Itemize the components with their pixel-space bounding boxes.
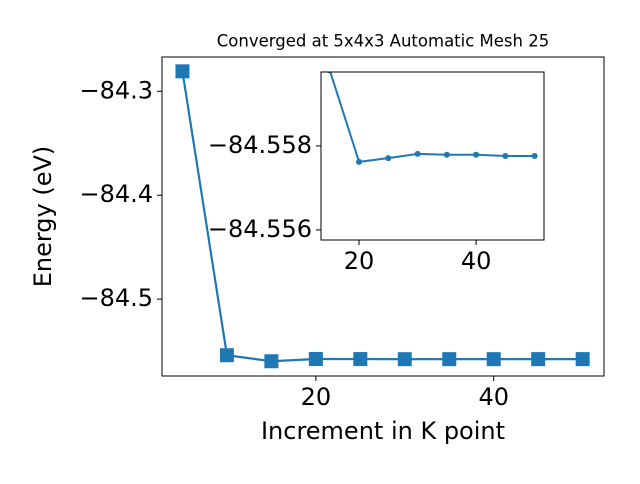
chart-title: Converged at 5x4x3 Automatic Mesh 25 <box>217 32 549 51</box>
x-tick-label: 40 <box>478 383 509 411</box>
marker <box>531 153 538 159</box>
marker <box>486 352 501 367</box>
plot-content <box>175 64 590 369</box>
plot-content <box>327 72 538 165</box>
x-tick-label: 40 <box>461 247 492 275</box>
x-tick-label: 20 <box>344 247 375 275</box>
data-line <box>329 72 535 163</box>
axes-frame <box>161 56 605 377</box>
marker <box>353 352 368 367</box>
marker <box>442 352 457 367</box>
y-axis-label: Energy (eV) <box>29 146 57 288</box>
marker <box>502 153 509 159</box>
y-tick-label: −84.3 <box>79 76 153 104</box>
marker <box>473 151 480 158</box>
y-tick-label: −84.556 <box>208 215 312 243</box>
marker <box>219 348 234 363</box>
y-tick-label: −84.5 <box>79 284 153 312</box>
marker <box>356 158 363 165</box>
y-tick-label: −84.558 <box>208 131 312 159</box>
data-line <box>181 71 583 363</box>
marker <box>575 352 590 367</box>
x-tick-label: 20 <box>301 383 332 411</box>
marker <box>414 150 421 157</box>
marker <box>385 155 392 162</box>
marker <box>175 64 190 79</box>
x-axis-label: Increment in K point <box>261 417 505 445</box>
marker <box>397 352 412 367</box>
marker <box>443 151 450 158</box>
marker <box>531 352 546 367</box>
marker <box>264 354 279 369</box>
axes-frame <box>320 71 545 241</box>
marker <box>308 351 323 366</box>
y-tick-label: −84.4 <box>79 180 153 208</box>
